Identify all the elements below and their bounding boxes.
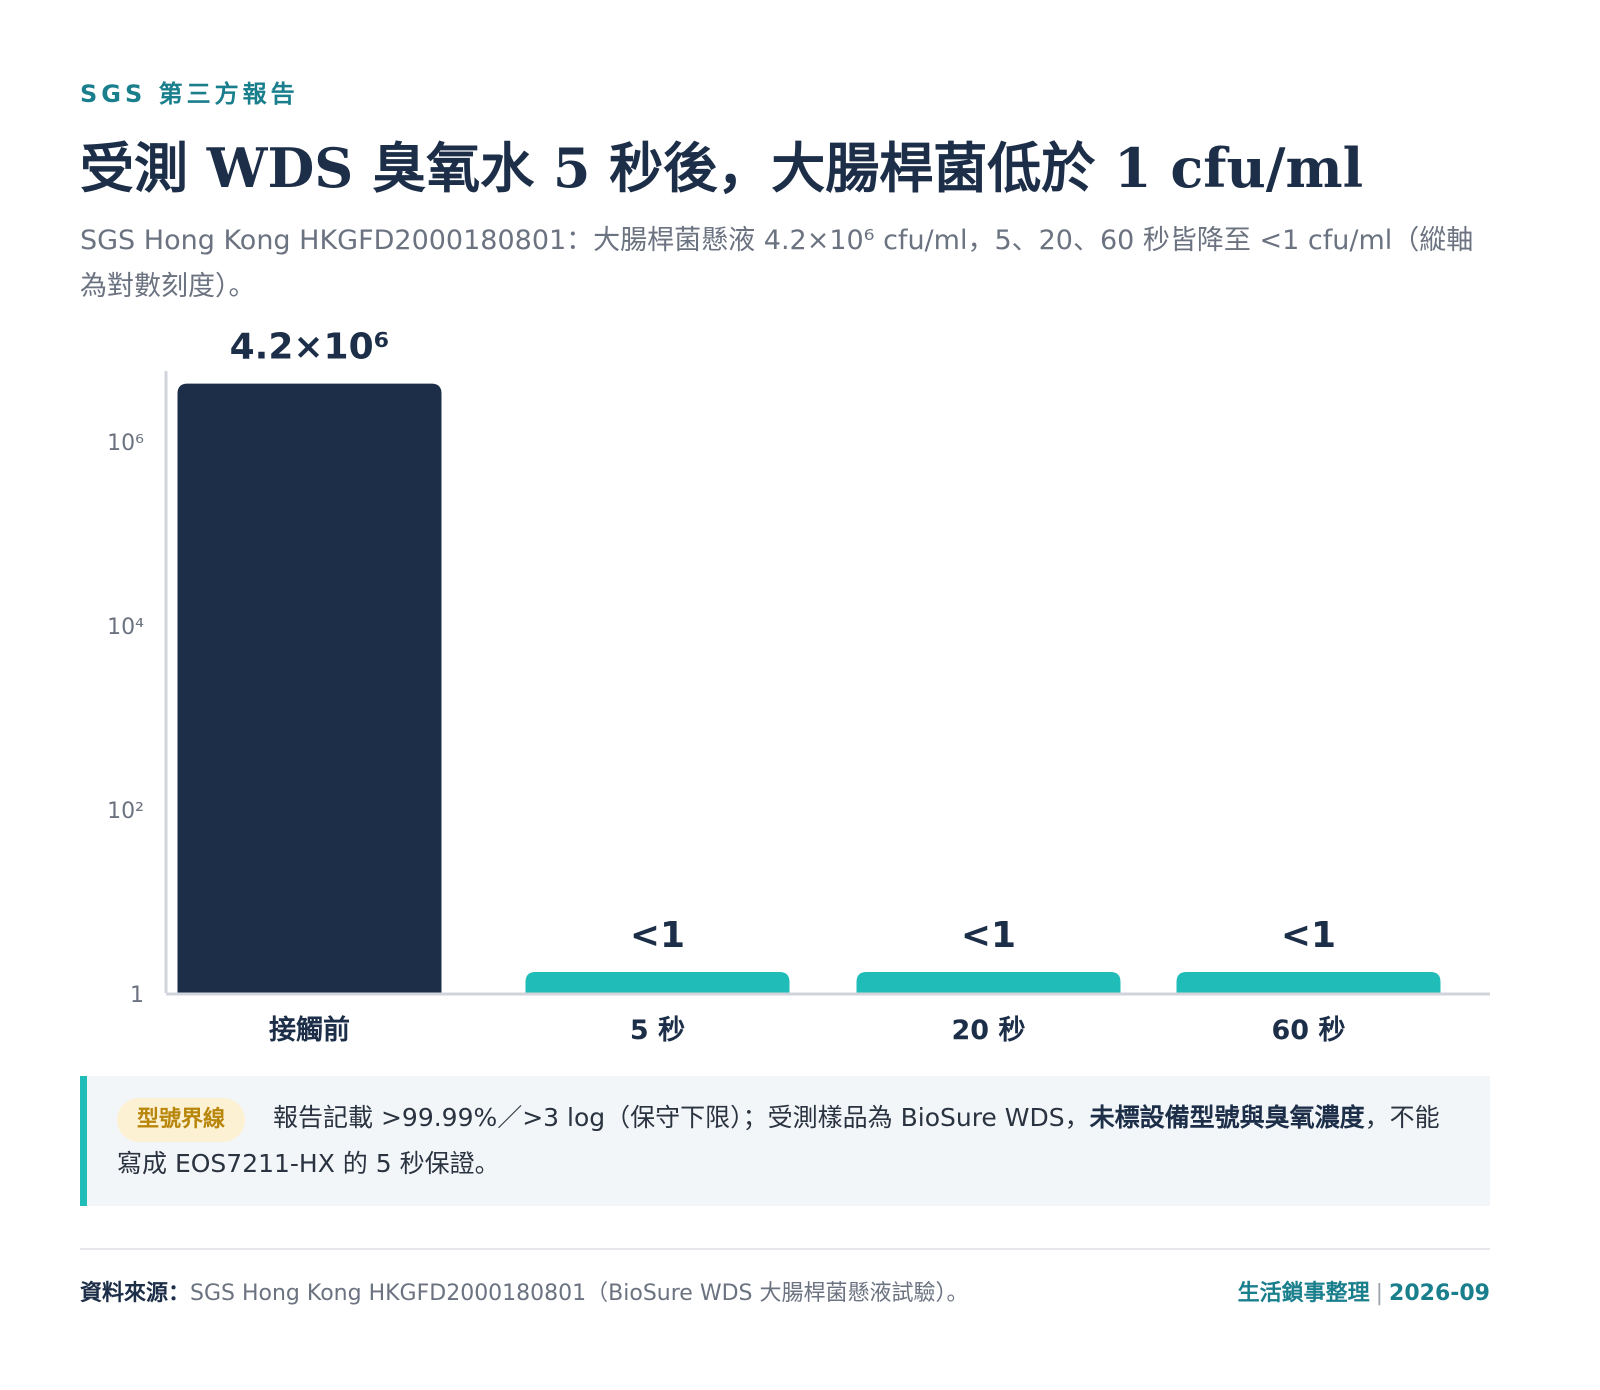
y-tick-label: 1 — [130, 983, 144, 1008]
eyebrow-label: SGS 第三方報告 — [80, 80, 299, 108]
note-text-after: ，不能寫成 EOS7211-HX 的 5 秒保證。 — [117, 1103, 1440, 1178]
x-tick-label: 20 秒 — [952, 1015, 1026, 1046]
y-tick-label: 10² — [107, 799, 144, 824]
page-subtitle: SGS Hong Kong HKGFD2000180801：大腸桿菌懸液 4.2… — [80, 225, 1474, 302]
credit-date: 2026-09 — [1389, 1281, 1490, 1306]
credit-line: 生活鎖事整理 | 2026-09 — [1238, 1275, 1490, 1307]
note-text-before: 報告記載 >99.99%／>3 log（保守下限）；受測樣品為 BioSure … — [273, 1103, 1090, 1132]
x-tick-label: 5 秒 — [630, 1015, 685, 1046]
x-tick-label: 接觸前 — [269, 1014, 350, 1046]
bar-chart: 1 10² 10⁴ 10⁶ 4.2×10⁶ 接觸前 <1 5 秒 <1 20 秒 <1 60 秒 — [107, 330, 1490, 1046]
source-label: 資料來源： — [80, 1281, 191, 1306]
bar-1 — [525, 972, 790, 993]
footer-divider — [80, 1248, 1490, 1250]
data-label: <1 — [961, 915, 1016, 956]
y-tick-label: 10⁶ — [107, 431, 144, 456]
data-label: <1 — [630, 915, 685, 956]
data-label: 4.2×10⁶ — [230, 330, 390, 368]
page-title: 受測 WDS 臭氧水 5 秒後，大腸桿菌低於 1 cfu/ml — [80, 136, 1364, 200]
note-tag: 型號界線 — [117, 1098, 246, 1142]
x-tick-label: 60 秒 — [1272, 1015, 1346, 1046]
source-line: 資料來源：SGS Hong Kong HKGFD2000180801（BioSu… — [80, 1275, 968, 1307]
y-tick-label: 10⁴ — [107, 615, 144, 640]
model-boundary-note: 型號界線 報告記載 >99.99%／>3 log（保守下限）；受測樣品為 BioS… — [80, 1076, 1490, 1206]
credit-name: 生活鎖事整理 — [1237, 1281, 1370, 1306]
bar-3 — [1176, 972, 1441, 993]
credit-separator: | — [1375, 1281, 1384, 1306]
bar-0 — [177, 383, 442, 993]
source-text: SGS Hong Kong HKGFD2000180801（BioSure WD… — [190, 1281, 969, 1306]
bar-2 — [856, 972, 1121, 993]
note-text-bold: 未標設備型號與臭氧濃度 — [1089, 1103, 1365, 1132]
data-label: <1 — [1281, 915, 1336, 956]
